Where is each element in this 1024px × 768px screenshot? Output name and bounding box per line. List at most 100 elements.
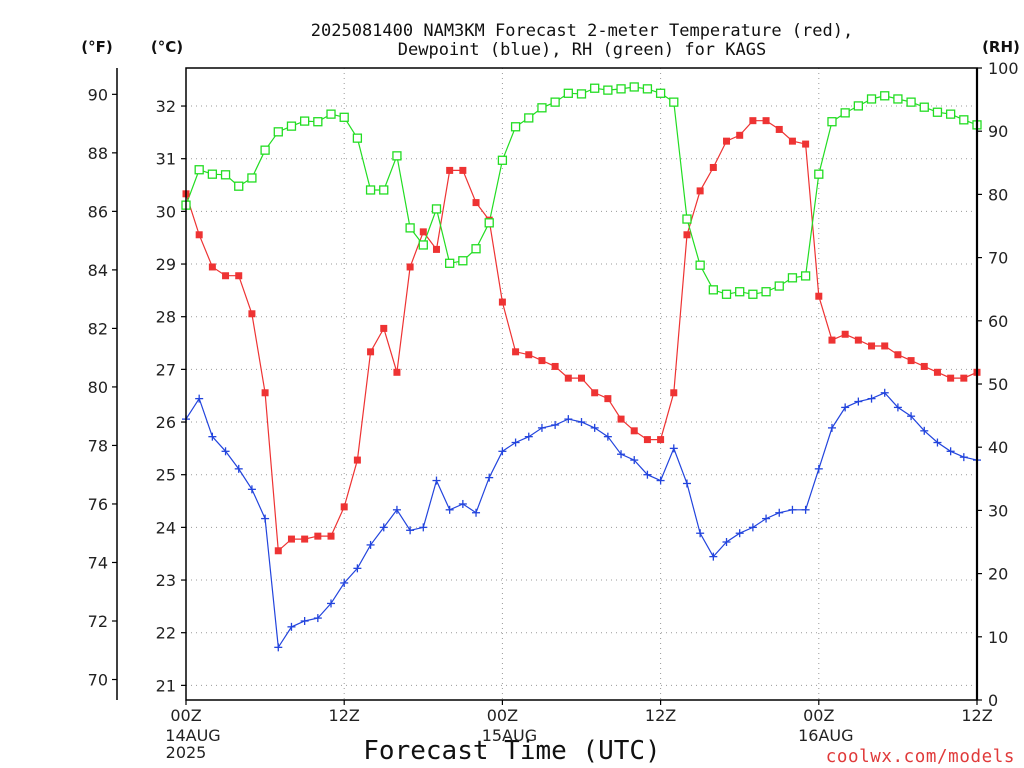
x-year-label: 2025 <box>166 743 207 762</box>
fahrenheit-tick-label: 90 <box>88 85 108 104</box>
celsius-tick-label: 24 <box>156 518 176 537</box>
celsius-tick-label: 31 <box>156 150 176 169</box>
rh-point <box>220 170 231 180</box>
temperature-point <box>498 298 506 306</box>
rh-point <box>853 101 863 111</box>
rh-point <box>352 133 363 143</box>
rh-point <box>655 88 666 98</box>
rh-point <box>800 271 811 281</box>
dewpoint-point <box>379 523 388 532</box>
rh-point <box>814 169 824 179</box>
dewpoint-point <box>234 464 243 473</box>
dewpoint-point <box>762 514 771 523</box>
dewpoint-point <box>564 415 573 424</box>
temperature-point <box>472 199 480 207</box>
rh-point <box>708 285 718 295</box>
fahrenheit-tick-label: 72 <box>88 612 108 631</box>
fahrenheit-tick-label: 86 <box>88 202 108 221</box>
dewpoint-point <box>814 464 823 473</box>
rh-point <box>603 85 613 95</box>
rh-point <box>590 83 600 93</box>
temperature-point <box>696 187 704 195</box>
rh-point <box>669 97 679 107</box>
rh-point <box>524 113 534 123</box>
dewpoint-point <box>827 423 836 432</box>
rh-point <box>405 223 415 233</box>
rh-point <box>682 214 692 224</box>
temperature-point <box>775 125 783 133</box>
fahrenheit-tick-label: 80 <box>88 378 108 397</box>
dewpoint-point <box>287 622 296 631</box>
rh-tick-label: 30 <box>988 501 1008 520</box>
fahrenheit-tick-label: 88 <box>88 144 108 163</box>
temperature-point <box>788 137 796 145</box>
x-axis-title: Forecast Time (UTC) <box>363 736 660 766</box>
rh-point <box>418 240 428 250</box>
temperature-point <box>920 362 928 370</box>
dewpoint-point <box>617 450 626 459</box>
dewpoint-point <box>907 412 916 421</box>
dewpoint-point <box>841 403 850 412</box>
temperature-point <box>670 389 678 397</box>
dewpoint-point <box>775 508 784 517</box>
dewpoint-point <box>854 397 863 406</box>
temperature-point <box>828 336 836 344</box>
rh-tick-label: 20 <box>988 565 1008 584</box>
temperature-point <box>208 263 216 271</box>
dewpoint-point <box>261 514 270 523</box>
dewpoint-point <box>709 552 718 561</box>
temperature-point <box>617 415 625 423</box>
dewpoint-point <box>498 447 507 456</box>
rh-point <box>642 84 653 94</box>
celsius-tick-label: 23 <box>156 571 176 590</box>
rh-tick-label: 100 <box>988 59 1019 78</box>
dewpoint-point <box>195 394 204 403</box>
dewpoint-point <box>221 447 230 456</box>
temperature-point <box>512 348 520 356</box>
temperature-point <box>393 368 401 376</box>
dewpoint-point <box>630 456 639 465</box>
rh-point <box>932 107 943 117</box>
rh-point <box>339 112 349 122</box>
rh-point <box>629 82 639 92</box>
dewpoint-point <box>537 423 546 432</box>
celsius-tick-label: 26 <box>156 413 176 432</box>
rh-point <box>616 84 626 94</box>
rh-point <box>365 185 376 195</box>
fahrenheit-tick-label: 84 <box>88 261 108 280</box>
fahrenheit-axis-label: (°F) <box>81 38 112 56</box>
temperature-point <box>327 532 335 540</box>
temperature-point <box>709 163 717 171</box>
rh-point <box>379 185 389 195</box>
fahrenheit-tick-label: 82 <box>88 319 108 338</box>
rh-point <box>299 116 310 126</box>
temperature-point <box>683 231 691 239</box>
fahrenheit-tick-label: 76 <box>88 495 108 514</box>
temperature-point <box>287 535 295 543</box>
dewpoint-point <box>920 426 929 435</box>
dewpoint-point <box>603 432 612 441</box>
dewpoint-point <box>208 432 217 441</box>
fahrenheit-tick-label: 70 <box>88 671 108 690</box>
rh-point <box>194 165 204 175</box>
dewpoint-point <box>551 420 560 429</box>
temperature-point <box>235 272 243 280</box>
temperature-point <box>643 436 651 444</box>
rh-point <box>959 115 969 125</box>
temperature-point <box>947 374 955 382</box>
rh-point <box>445 258 455 268</box>
temperature-point <box>604 395 612 403</box>
rh-tick-label: 40 <box>988 438 1008 457</box>
temperature-point <box>340 503 348 511</box>
temperature-point <box>723 137 731 145</box>
rh-point <box>787 273 798 283</box>
dewpoint-point <box>577 418 586 427</box>
rh-point <box>458 256 468 266</box>
dewpoint-point <box>458 499 467 508</box>
temperature-point <box>802 140 810 148</box>
temperature-point <box>432 245 440 253</box>
x-tick-label: 00Z <box>170 706 201 725</box>
temperature-point <box>894 351 902 359</box>
x-date-label: 14AUG <box>165 726 220 745</box>
rh-tick-label: 10 <box>988 628 1008 647</box>
